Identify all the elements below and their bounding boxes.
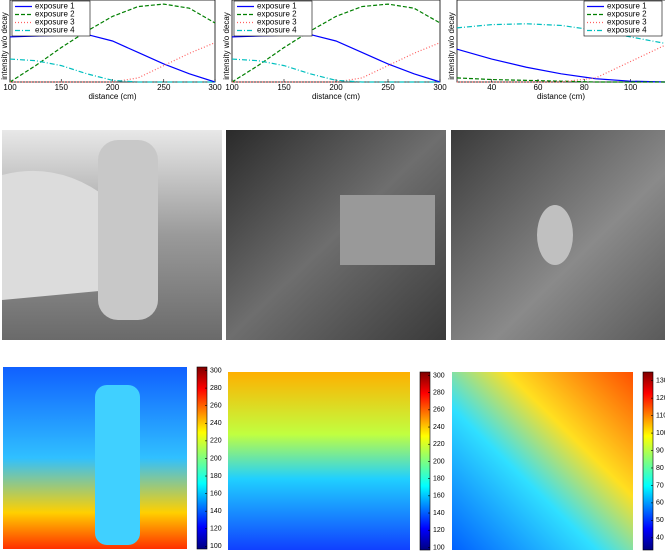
colorbar-tick-label: 40: [656, 535, 664, 542]
legend-label: exposure 4: [257, 26, 297, 35]
colorbar-tick-label: 160: [210, 490, 222, 497]
colorbar-tick-label: 120: [656, 395, 665, 402]
depth-person: [95, 385, 140, 545]
colorbar: [420, 372, 430, 550]
dog: [537, 205, 573, 265]
colorbar-tick-label: 140: [210, 508, 222, 515]
x-tick-label: 100: [3, 83, 17, 92]
colorbar-tick-label: 280: [210, 385, 222, 392]
colorbar-tick-label: 180: [210, 473, 222, 480]
colorbar-tick-label: 240: [210, 420, 222, 427]
x-tick-label: 300: [208, 83, 222, 92]
colorbar-tick-label: 220: [210, 438, 222, 445]
y-axis-label: intensity w/o decay: [222, 12, 231, 80]
colorbar-tick-label: 130: [656, 378, 665, 385]
x-tick-label: 200: [106, 83, 120, 92]
legend-label: exposure 4: [35, 26, 75, 35]
colorbar-tick-label: 280: [433, 389, 445, 396]
x-tick-label: 150: [55, 83, 69, 92]
person: [98, 140, 158, 320]
colorbar-tick-label: 100: [433, 544, 445, 551]
car: [2, 171, 110, 300]
colorbar-tick-label: 120: [433, 527, 445, 534]
colorbar-tick-label: 160: [433, 493, 445, 500]
y-axis-label: intensity w/o decay: [0, 12, 9, 80]
photos: [2, 130, 665, 340]
x-tick-label: 80: [580, 83, 589, 92]
legend-label: exposure 4: [607, 26, 647, 35]
x-axis-label: distance (cm): [312, 92, 360, 101]
x-tick-label: 60: [534, 83, 543, 92]
colorbar: [197, 367, 207, 549]
colorbar-tick-label: 100: [210, 543, 222, 550]
depth-map: [452, 372, 633, 550]
colorbar: [643, 372, 653, 550]
x-axis-label: distance (cm): [537, 92, 585, 101]
colorbar-tick-label: 80: [656, 465, 664, 472]
colorbar-tick-label: 50: [656, 517, 664, 524]
colorbar-tick-label: 120: [210, 526, 222, 533]
depth-maps: [3, 367, 633, 550]
colorbar-tick-label: 220: [433, 441, 445, 448]
colorbar-tick-label: 110: [656, 412, 665, 419]
x-tick-label: 100: [225, 83, 239, 92]
colorbar-tick-label: 260: [210, 403, 222, 410]
x-axis-label: distance (cm): [88, 92, 136, 101]
x-tick-label: 250: [157, 83, 171, 92]
colorbar-tick-label: 180: [433, 475, 445, 482]
colorbar-tick-label: 300: [433, 372, 445, 379]
x-tick-label: 300: [433, 83, 447, 92]
colorbar-tick-label: 240: [433, 424, 445, 431]
x-tick-label: 40: [487, 83, 496, 92]
colorbar-tick-label: 100: [656, 430, 665, 437]
colorbar-tick-label: 300: [210, 367, 222, 374]
depth-map: [228, 372, 410, 550]
colorbar-tick-label: 140: [433, 510, 445, 517]
figure: 100 150 200 250 300 distance (cm) intensity w/…: [0, 0, 665, 552]
x-tick-label: 150: [277, 83, 291, 92]
sofa: [340, 195, 435, 265]
x-tick-label: 100: [624, 83, 638, 92]
colorbar-tick-label: 200: [210, 455, 222, 462]
colorbar-tick-label: 70: [656, 482, 664, 489]
colorbar-tick-label: 60: [656, 500, 664, 507]
colorbar-tick-label: 90: [656, 447, 664, 454]
y-axis-label: intensity w/o decay: [447, 12, 456, 80]
colorbar-tick-label: 200: [433, 458, 445, 465]
x-tick-label: 250: [381, 83, 395, 92]
x-tick-label: 200: [329, 83, 343, 92]
colorbar-tick-label: 260: [433, 407, 445, 414]
